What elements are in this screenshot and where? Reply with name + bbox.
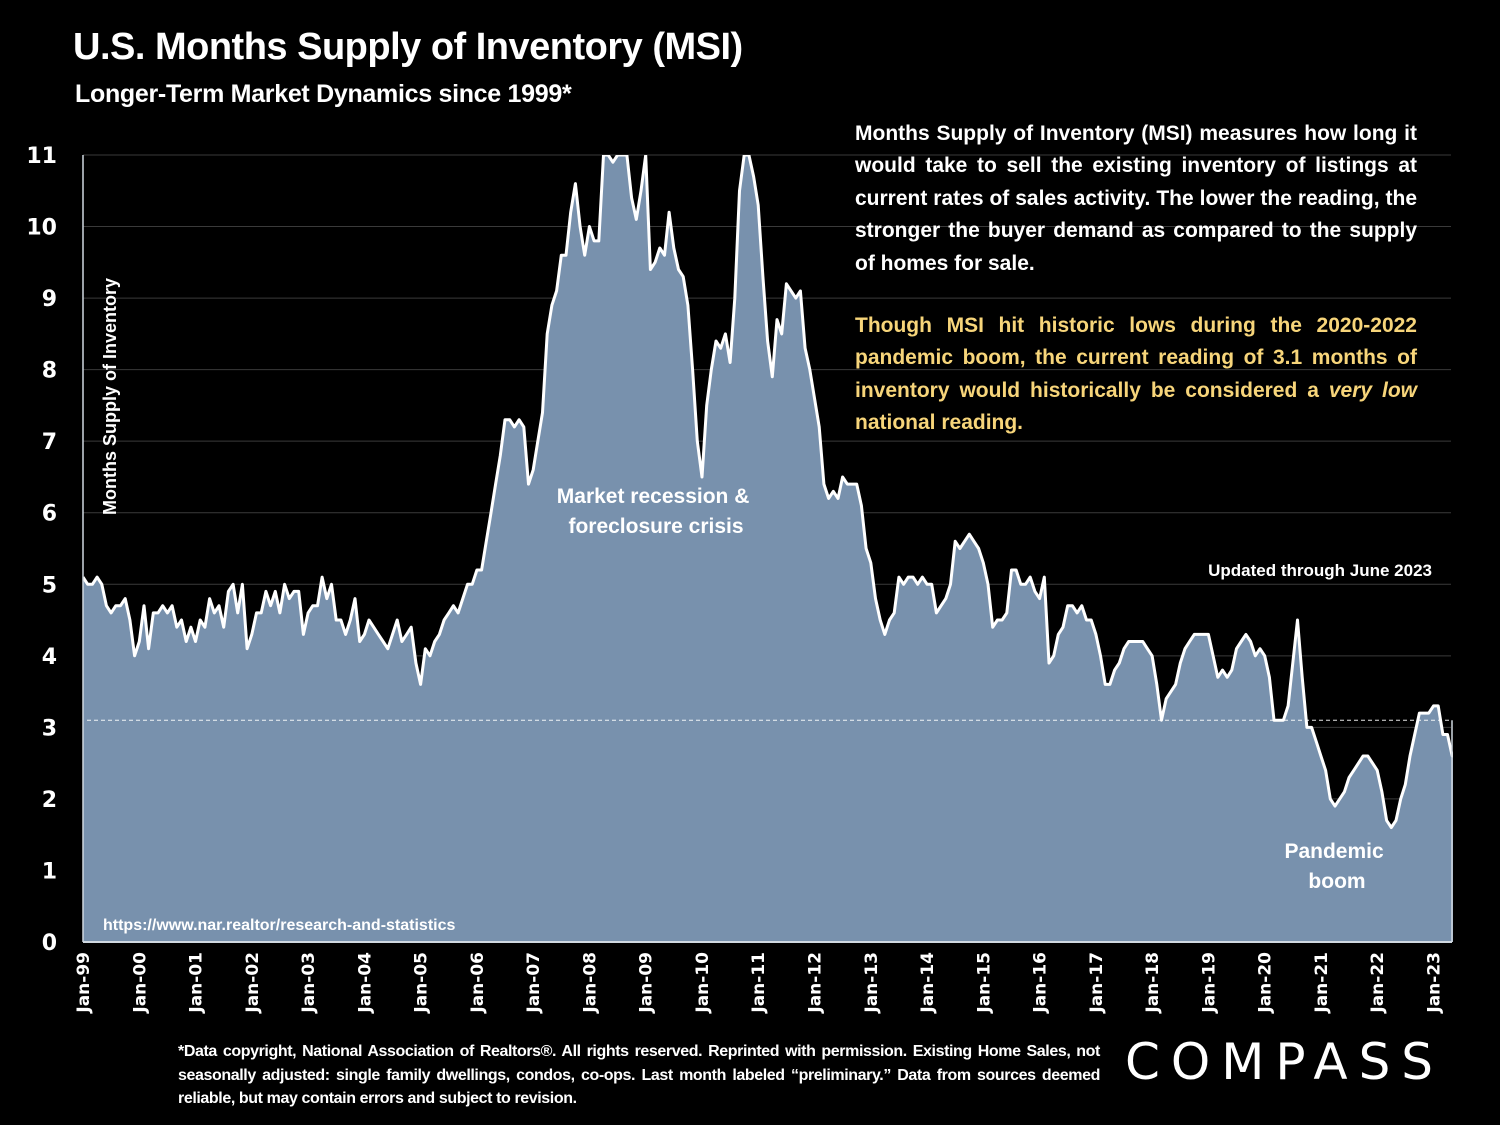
annotation-pandemic: Pandemic boom <box>1284 840 1389 893</box>
x-tick-label: Jan-06 <box>468 952 488 1014</box>
msi-line <box>83 155 1453 829</box>
x-tick-label: Jan-09 <box>637 952 657 1014</box>
x-tick-label: Jan-07 <box>524 952 544 1014</box>
annotation-recession-line2: foreclosure crisis <box>568 515 743 538</box>
annotation-recession-line1: Market recession & <box>557 485 750 508</box>
x-tick-label: Jan-19 <box>1199 952 1219 1014</box>
y-tick-label: 2 <box>42 788 57 813</box>
annotation-updated: Updated through June 2023 <box>1208 561 1432 580</box>
annotation-recession: Market recession & foreclosure crisis <box>557 485 755 538</box>
y-axis-ticks: 0 1 2 3 4 5 6 7 8 9 10 11 <box>26 144 57 956</box>
x-tick-label: Jan-12 <box>806 952 826 1014</box>
annotation-pandemic-line1: Pandemic <box>1284 840 1384 863</box>
x-tick-label: Jan-18 <box>1143 952 1163 1014</box>
y-tick-label: 3 <box>42 716 57 741</box>
y-tick-label: 11 <box>26 144 57 169</box>
x-tick-label: Jan-08 <box>580 952 600 1014</box>
compass-logo: COMPASS <box>1125 1033 1445 1091</box>
x-tick-label: Jan-02 <box>243 952 263 1014</box>
x-tick-label: Jan-00 <box>130 952 150 1014</box>
y-tick-label: 4 <box>42 645 57 670</box>
y-axis-label: Months Supply of Inventory <box>100 278 120 515</box>
y-tick-label: 7 <box>42 430 57 455</box>
x-tick-label: Jan-23 <box>1425 952 1445 1014</box>
y-tick-label: 0 <box>42 931 57 956</box>
x-tick-label: Jan-15 <box>974 952 994 1014</box>
page-title: U.S. Months Supply of Inventory (MSI) <box>73 26 743 68</box>
x-tick-label: Jan-10 <box>693 952 713 1014</box>
y-tick-label: 6 <box>42 502 57 527</box>
x-tick-label: Jan-01 <box>187 952 207 1014</box>
msi-area <box>83 155 1453 942</box>
x-tick-label: Jan-22 <box>1368 952 1388 1014</box>
x-tick-label: Jan-11 <box>749 952 769 1014</box>
x-tick-label: Jan-04 <box>355 952 375 1014</box>
x-tick-label: Jan-99 <box>74 952 94 1014</box>
source-url[interactable]: https://www.nar.realtor/research-and-sta… <box>103 917 456 934</box>
y-tick-label: 10 <box>26 216 57 241</box>
x-tick-label: Jan-14 <box>918 952 938 1014</box>
y-tick-label: 9 <box>42 287 57 312</box>
highlight-paragraph: Though MSI hit historic lows during the … <box>855 310 1417 440</box>
x-tick-label: Jan-17 <box>1087 952 1107 1014</box>
x-tick-label: Jan-05 <box>412 952 432 1014</box>
x-tick-label: Jan-16 <box>1031 952 1051 1014</box>
highlight-emphasis: very low <box>1328 378 1417 402</box>
x-tick-label: Jan-20 <box>1256 952 1276 1014</box>
footer-disclaimer: *Data copyright, National Association of… <box>178 1043 1100 1107</box>
highlight-text-1: Though MSI hit historic lows during the … <box>855 314 1417 402</box>
x-tick-label: Jan-21 <box>1312 952 1332 1014</box>
description-paragraph: Months Supply of Inventory (MSI) measure… <box>855 122 1417 275</box>
page-subtitle: Longer-Term Market Dynamics since 1999* <box>75 80 572 108</box>
annotation-pandemic-line2: boom <box>1308 870 1365 893</box>
highlight-text-2: national reading. <box>855 411 1024 435</box>
y-tick-label: 5 <box>42 573 57 598</box>
y-tick-label: 1 <box>42 859 57 884</box>
y-tick-label: 8 <box>42 359 57 384</box>
x-tick-label: Jan-03 <box>299 952 319 1014</box>
x-tick-label: Jan-13 <box>862 952 882 1014</box>
x-axis-ticks: Jan-99 Jan-00 Jan-01 Jan-02 Jan-03 Jan-04 Jan-… <box>74 952 1445 1014</box>
